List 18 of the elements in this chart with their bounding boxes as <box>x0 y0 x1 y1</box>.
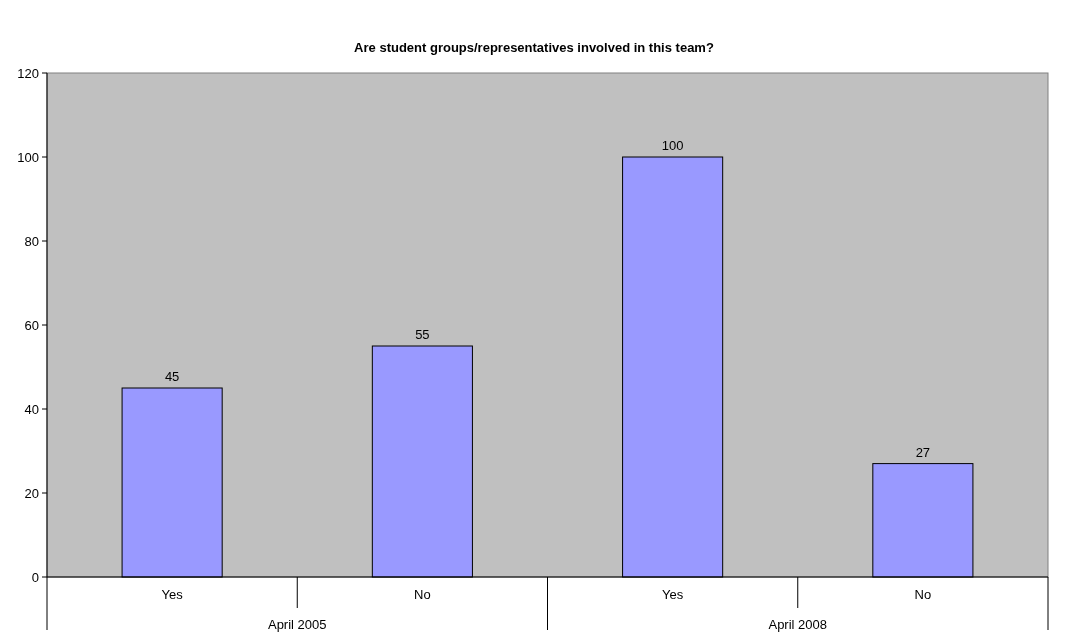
x-tick-label: No <box>914 587 932 602</box>
y-tick-label: 40 <box>24 401 39 417</box>
y-tick-label: 20 <box>24 485 39 501</box>
data-label: 45 <box>164 369 180 384</box>
text: April 2005 <box>267 617 327 632</box>
y-tick-label: 0 <box>31 569 39 585</box>
y-tick-label: 60 <box>24 317 39 333</box>
data-label: 100 <box>661 138 684 153</box>
x-tick-label: Yes <box>662 587 684 602</box>
data-label: 55 <box>415 327 430 342</box>
y-tick-label: 120 <box>17 65 39 81</box>
chart-title: Are student groups/representatives involved in this team? <box>354 40 714 55</box>
x-tick-label: Yes <box>161 587 184 602</box>
text: April 2008 <box>768 617 828 632</box>
data-label: 27 <box>915 444 931 460</box>
y-tick-label: 80 <box>24 233 39 249</box>
y-tick-label: 100 <box>17 149 39 165</box>
x-tick-label: No <box>414 587 431 602</box>
